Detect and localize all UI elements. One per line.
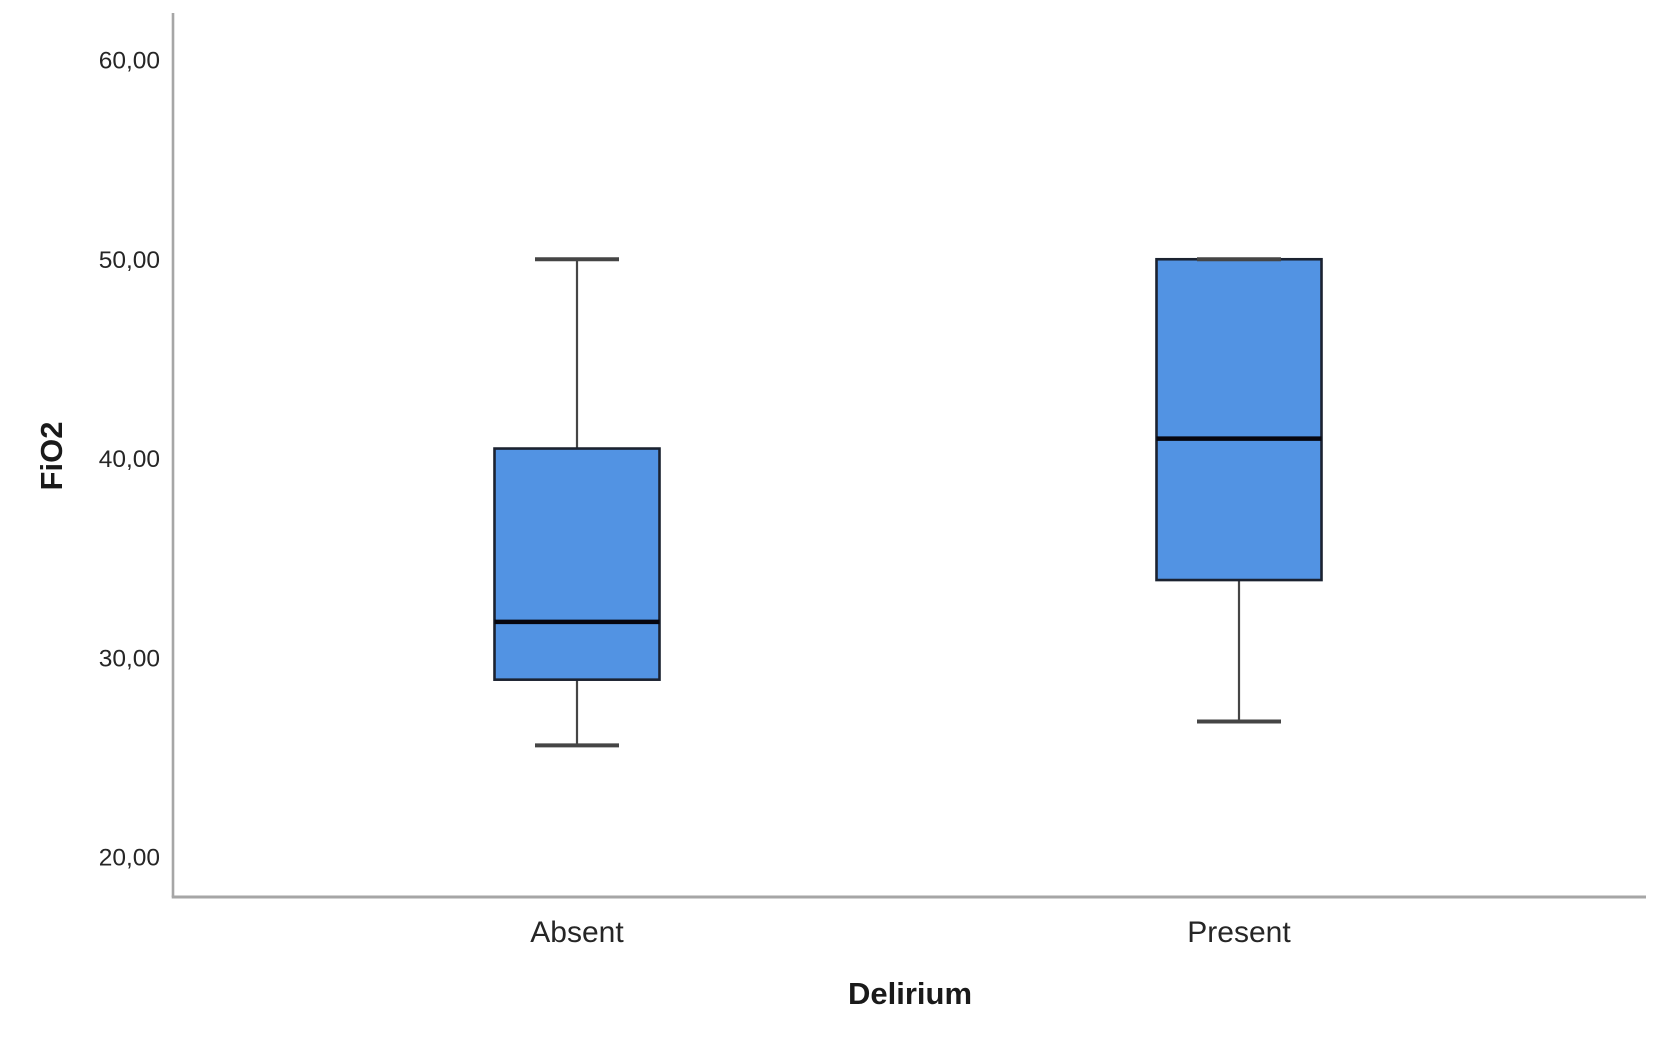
x-axis-title: Delirium [847, 976, 973, 1011]
y-tick-label: 60,00 [99, 48, 160, 75]
x-category-label-present: Present [1187, 916, 1291, 949]
y-tick-label: 20,00 [99, 845, 160, 872]
box-absent [493, 447, 661, 681]
x-category-label-absent: Absent [530, 916, 624, 949]
box-present [1155, 257, 1323, 582]
y-tick-label: 40,00 [99, 446, 160, 473]
y-tick-label: 30,00 [99, 645, 160, 672]
y-tick-label: 50,00 [99, 247, 160, 274]
